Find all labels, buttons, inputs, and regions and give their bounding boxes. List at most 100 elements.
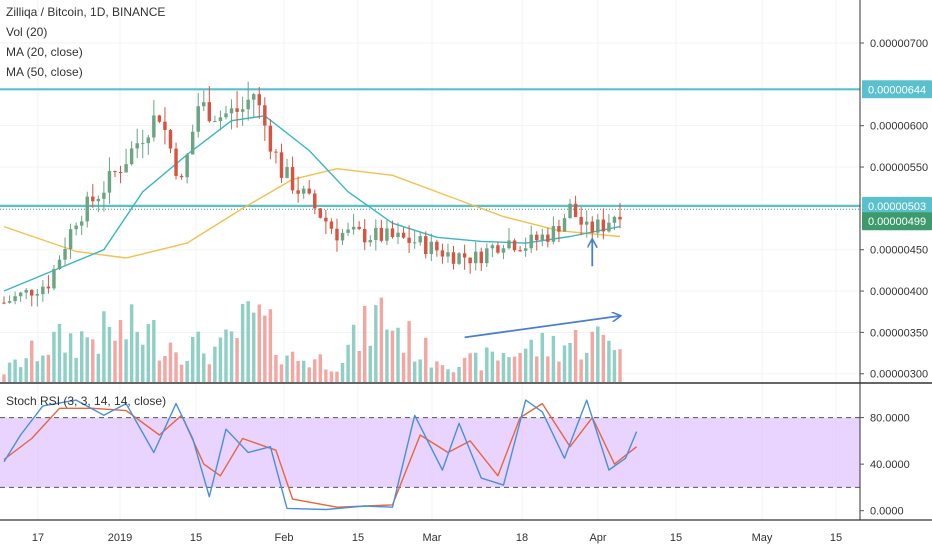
volume-bar [418,359,422,382]
volume-bar [612,350,617,382]
candle-body [418,236,422,243]
volume-bar [168,342,173,382]
candle-body [129,148,134,165]
candle-body [18,292,23,297]
candle-body [557,226,561,232]
volume-bar [13,359,17,382]
volume-bar [146,324,151,382]
volume-bar [57,323,62,382]
candle-body [396,232,400,238]
candle-body [440,250,445,257]
candle-body [218,117,223,122]
volume-bar [218,337,223,382]
volume-bar [462,357,467,382]
candle-body [535,234,539,241]
candle-body [446,252,450,257]
volume-bar [501,353,506,382]
volume-bar [185,360,189,382]
volume-bar [329,371,334,382]
volume-bar [74,357,78,382]
candle-body [568,203,572,219]
volume-trend-arrow [464,316,620,339]
candle-body [30,289,34,296]
candle-body [551,226,556,242]
candle-body [462,253,467,258]
rsi-tick-label: 0.0000 [870,506,904,518]
support-price-tag: 0.00000503 [868,201,926,213]
volume-bar [124,339,128,382]
volume-bar [307,367,311,382]
volume-bar [235,338,239,382]
candle-body [562,218,567,232]
volume-bar [424,337,428,382]
volume-bar [374,305,378,382]
volume-bar [440,365,445,382]
volume-bar [52,331,56,382]
candle-body [540,234,545,241]
candle-body [340,232,345,241]
volume-bar [279,364,284,382]
volume-bar [118,320,123,382]
volume-bar [396,327,400,382]
volume-bar [357,350,361,382]
candle-body [385,228,389,241]
candle-body [52,269,56,289]
volume-bar [568,342,572,382]
ma20-legend[interactable]: MA (20, close) [6,45,83,59]
candle-body [124,164,128,173]
volume-bar [207,364,212,382]
candle-body [318,208,323,218]
candle-body [368,239,372,243]
volume-bar [335,371,339,382]
volume-bar [540,332,545,382]
candle-body [590,221,594,233]
candle-body [451,252,456,264]
stoch-rsi-lines [3,399,638,511]
ma20-line [3,115,621,292]
stoch-rsi-legend[interactable]: Stoch RSI (3, 3, 14, 14, close) [6,394,167,408]
volume-bar [46,354,51,382]
x-tick-label: Apr [589,532,606,544]
candle-body [102,192,106,199]
frame [0,0,932,521]
candle-body [584,221,589,225]
volume-bar [429,367,434,382]
candle-body [335,228,339,241]
candle-body [107,171,112,193]
candle-body [152,115,156,138]
candle-body [507,240,511,249]
volume-bar [257,304,261,382]
candle-body [479,251,483,264]
ma50-legend[interactable]: MA (50, close) [6,65,83,79]
candle-body [174,148,178,176]
volume-bar [451,372,456,382]
candle-body [246,99,250,110]
candle-body [285,167,289,178]
candle-body [91,196,95,202]
volume-bar [407,321,411,382]
volume-bar [557,361,561,382]
candle-body [596,219,600,233]
candle-body [501,248,506,253]
horizontal-levels [0,88,860,210]
volume-bar [301,360,306,382]
candles [2,81,622,307]
vol-legend[interactable]: Vol (20) [6,25,48,39]
candle-body [324,217,328,222]
price-tick-label: 0.00000400 [870,286,928,298]
moving-averages [3,115,621,292]
resistance-price-tag: 0.00000644 [868,84,926,96]
candle-body [374,227,378,240]
resistance-price-tag-bg [862,80,932,99]
candle-body [257,94,261,106]
candle-body [179,175,184,178]
volume-bar [102,311,106,382]
candle-body [412,242,417,244]
candle-body [401,232,406,238]
x-tick-label: 17 [32,532,44,544]
volume-bar [174,352,178,382]
candle-body [523,248,528,251]
candle-body [2,302,6,304]
candle-body [546,234,550,242]
